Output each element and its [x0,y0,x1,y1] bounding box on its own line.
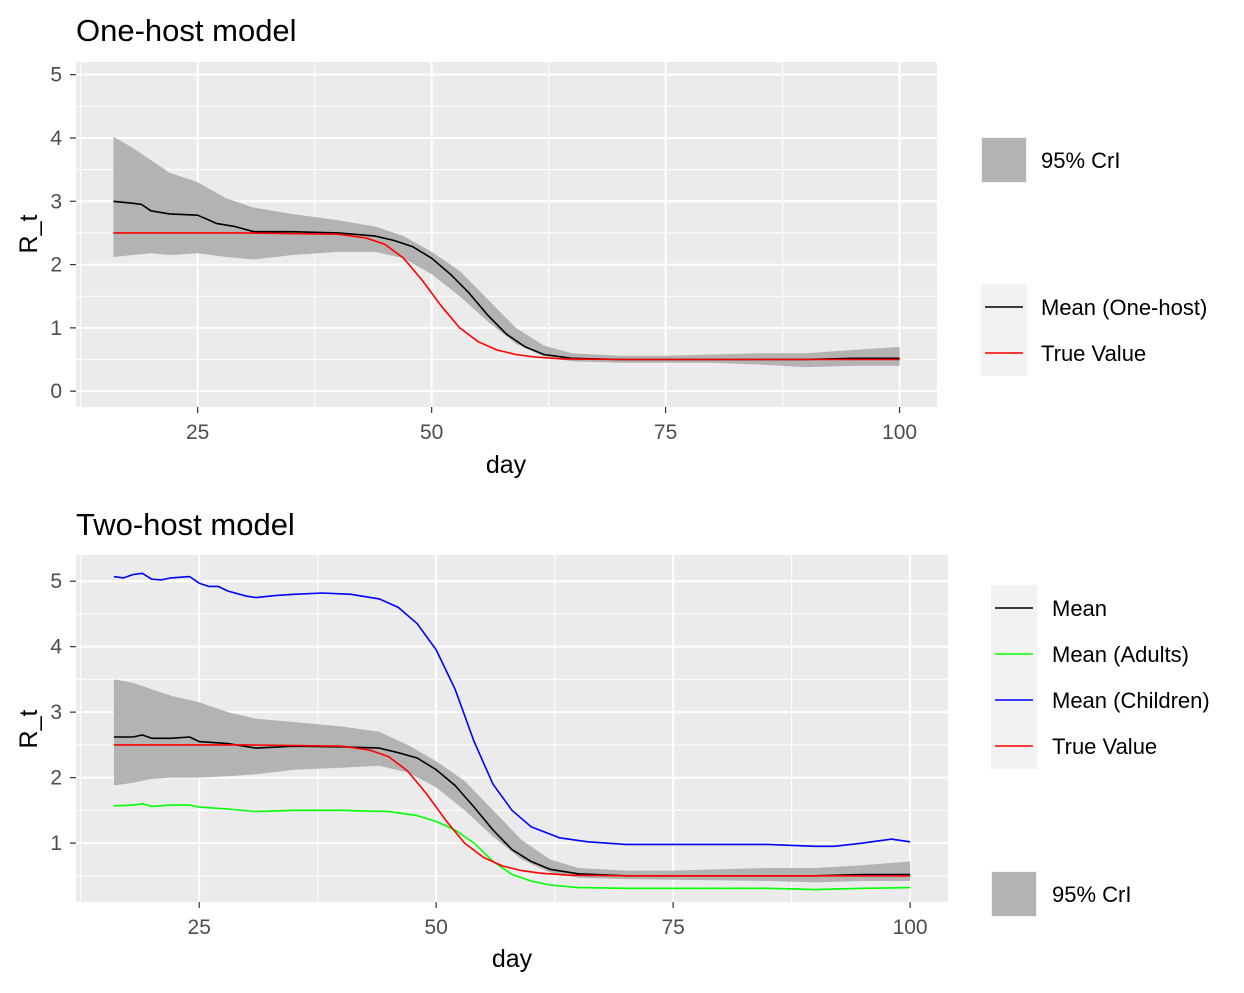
x-tick-label: 100 [882,421,917,444]
legend-label-mean-children: Mean (Children) [1052,688,1210,713]
y-tick-label: 5 [50,64,62,87]
x-tick-label: 100 [893,916,928,939]
y-tick-label: 1 [50,317,62,340]
legend-label-mean: Mean [1052,596,1107,621]
chart-title: Two-host model [76,507,295,542]
x-tick-label: 50 [420,421,443,444]
y-tick-label: 3 [50,190,62,213]
legend-label-mean-adults: Mean (Adults) [1052,642,1189,667]
y-tick-label: 1 [50,832,62,855]
x-tick-label: 75 [661,916,684,939]
y-tick-label: 4 [50,636,62,659]
chart-title: One-host model [76,13,297,48]
legend-label-true-value: True Value [1041,341,1146,366]
x-tick-label: 75 [654,421,677,444]
legend-key-band [982,138,1026,182]
x-axis-label: day [492,945,533,973]
x-axis-label: day [486,451,527,479]
y-axis-label: R_t [15,709,43,748]
y-tick-label: 4 [50,127,62,150]
legend-key-background [981,284,1027,376]
legend-key-background [991,585,1037,769]
y-tick-label: 2 [50,767,62,790]
y-axis-label: R_t [15,214,43,253]
x-tick-label: 50 [424,916,447,939]
x-tick-label: 25 [186,421,209,444]
legend-label-true-value: True Value [1052,734,1157,759]
legend-label-mean-one-host: Mean (One-host) [1041,295,1207,320]
y-tick-label: 0 [50,380,62,403]
legend-label-band: 95% CrI [1052,882,1131,907]
legend-label-band: 95% CrI [1041,148,1120,173]
y-tick-label: 2 [50,254,62,277]
y-tick-label: 3 [50,701,62,724]
x-tick-label: 25 [188,916,211,939]
y-tick-label: 5 [50,570,62,593]
legend-key-band [992,872,1036,916]
